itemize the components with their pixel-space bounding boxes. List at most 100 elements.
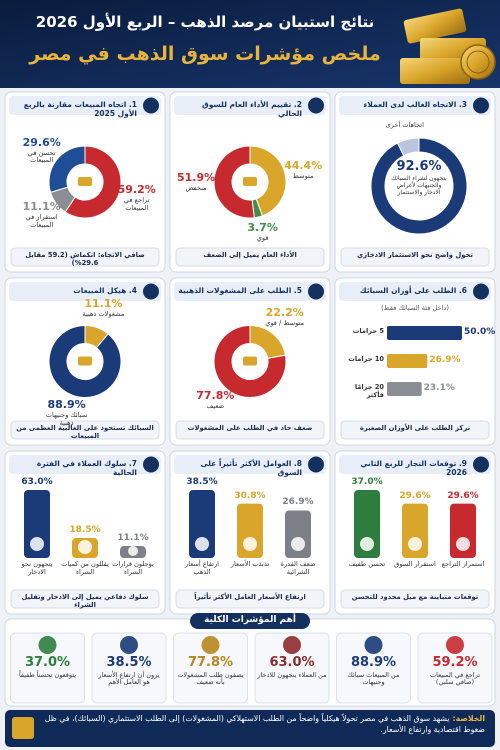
panel-title: 5. الطلب على المشغولات الذهبية <box>178 286 302 295</box>
panel-title: 9. توقعات التجار للربع الثاني 2026 <box>360 459 467 477</box>
value-label: 29.6% <box>22 135 61 149</box>
panel-footer-band <box>340 420 490 440</box>
category-label: استقرار في المبيعات <box>25 213 58 229</box>
panel-title: 6. الطلب على أوزان السبائك <box>359 286 467 295</box>
ring-segment <box>396 137 420 157</box>
category-label: 10 جرامات <box>348 355 384 363</box>
panel-title: 4. هيكل المبيعات <box>73 286 137 295</box>
panel-footer: تحول واضح نحو الاستثمار الادخاري <box>357 251 473 259</box>
bar-icon <box>195 537 209 551</box>
bar-icon <box>360 537 374 551</box>
panel-footer: سلوك دفاعي يميل إلى الادخار وتقليل الشرا… <box>21 593 149 609</box>
chart-subtitle: (داخل فئة السبائك فقط) <box>381 304 449 312</box>
panel-footer-band <box>340 589 490 609</box>
panel-icon <box>143 283 159 300</box>
category-label: متوسط / قوي <box>265 319 305 328</box>
value-label: 11.1% <box>84 296 123 310</box>
panel-title: 7. سلوك العملاء في الفترة الحالية <box>36 459 137 477</box>
category-label: مشغولات ذهبية <box>82 309 125 318</box>
value-label: 77.8% <box>196 388 235 402</box>
panel-footer: السبائك تستحوذ على الغالبية العظمى من ال… <box>16 424 154 440</box>
panel-icon <box>308 97 324 114</box>
indicator-icon <box>446 636 464 654</box>
donut-segment <box>213 324 287 398</box>
indicator-card <box>336 632 411 704</box>
bar-icon <box>456 537 470 551</box>
panel-icon <box>473 283 489 300</box>
panel-title-band <box>9 96 161 115</box>
value-label: 63.0% <box>21 477 53 487</box>
indicator-icon <box>38 636 57 654</box>
panel-icon <box>143 456 159 473</box>
donut-segment <box>48 324 122 398</box>
category-label: متوسط <box>292 171 314 180</box>
panel-title-band <box>339 455 491 474</box>
panel-icon <box>308 456 324 473</box>
gold-bars-decoration <box>400 8 496 84</box>
bar <box>387 382 422 396</box>
value-label: 29.6% <box>399 490 431 501</box>
value-label: 18.5% <box>69 525 101 536</box>
panel-title-band <box>9 282 161 301</box>
category-label: يؤجلون قرارات الشراء <box>112 560 154 576</box>
value-label: 22.2% <box>265 306 304 320</box>
panel-footer-band <box>10 247 160 267</box>
bar <box>189 490 215 558</box>
category-label: تذبذب الأسعار <box>230 560 270 568</box>
key-indicators-title: أهم المؤشرات الكلية <box>204 615 296 625</box>
indicator-card <box>91 632 167 704</box>
category-label: قوي <box>256 233 269 242</box>
header-subtitle: ملخص مؤشرات سوق الذهب في مصر <box>29 43 381 65</box>
category-label: تراجع في المبيعات <box>123 196 150 213</box>
panel <box>334 91 496 273</box>
panel-title-band <box>174 96 326 115</box>
panel-title-band <box>174 455 326 474</box>
category-label: منخفض <box>185 184 207 193</box>
panel-footer: الأداء العام يميل إلى الضعف <box>203 251 297 259</box>
ring-segment <box>370 137 468 235</box>
bar-icon <box>291 537 305 551</box>
panel-footer: ارتفاع الأسعار العامل الأكثر تأثيراً <box>194 593 306 601</box>
panel-title: 8. العوامل الأكثر تأثيراً على السوق <box>200 459 302 477</box>
indicator-label: من العملاء يتجهون للادخار <box>257 671 327 679</box>
indicator-value: 63.0% <box>269 655 315 670</box>
indicator-icon <box>364 636 383 654</box>
category-label: تحسن في المبيعات <box>27 148 56 165</box>
center-icon <box>78 356 92 366</box>
category-label: ارتفاع أسعار الذهب <box>185 560 219 576</box>
value-label: 51.9% <box>177 171 216 185</box>
bar <box>387 326 462 340</box>
indicator-icon <box>120 636 138 654</box>
bar-icon <box>243 537 257 551</box>
conclusion-label: الخلاصة: <box>452 714 485 723</box>
indicator-value: 37.0% <box>24 655 71 670</box>
value-label: 11.1% <box>22 200 61 214</box>
category-label: استمرار التراجع <box>441 560 485 568</box>
category-label: 5 جرامات <box>352 327 384 335</box>
panel-title: 1. اتجاه المبيعات مقارنة بالربع الأول 20… <box>23 100 137 118</box>
bar-icon <box>408 537 422 551</box>
panel-icon <box>473 456 489 473</box>
value-label: 37.0% <box>351 477 383 487</box>
category-label: يتجهون لشراء السبائك والجنيهات لأغراض ال… <box>391 175 447 196</box>
panel-icon <box>308 283 324 300</box>
value-label: 92.6% <box>396 159 442 174</box>
value-label: 50.0% <box>464 327 496 337</box>
center-icon <box>78 177 92 186</box>
indicator-card <box>417 632 493 704</box>
conclusion-text: يشهد سوق الذهب في مصر تحولاً هيكلياً واض… <box>44 714 485 734</box>
indicator-icon <box>283 636 301 654</box>
value-label: 44.4% <box>284 158 323 172</box>
panel-footer-band <box>175 247 325 267</box>
donut-segment <box>213 145 255 219</box>
indicator-value: 59.2% <box>432 655 478 670</box>
panel-title-band <box>339 96 491 115</box>
value-label: 29.6% <box>447 490 479 501</box>
indicator-card <box>254 632 330 704</box>
panel-footer-band <box>10 420 160 440</box>
category-label: ضعيف <box>206 401 225 410</box>
panel-footer: تركز الطلب على الأوزان الصغيرة <box>359 424 471 432</box>
value-label: 88.9% <box>47 398 86 412</box>
bar <box>354 490 380 558</box>
